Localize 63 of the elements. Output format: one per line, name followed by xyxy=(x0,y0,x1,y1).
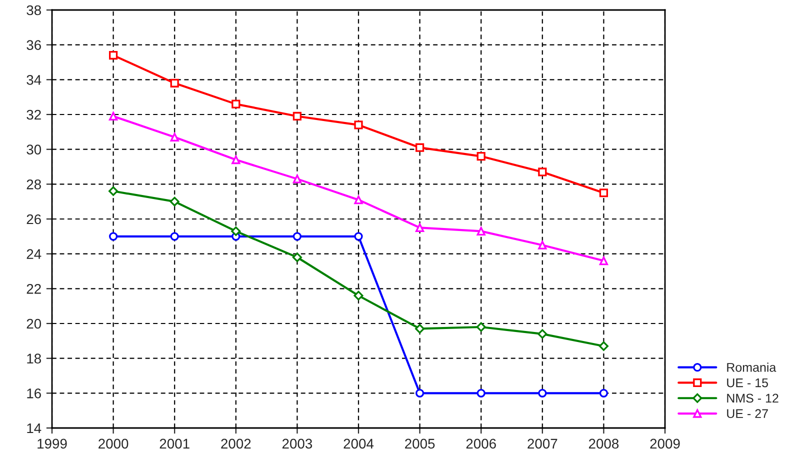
point xyxy=(476,322,486,332)
x-tick-label: 2006 xyxy=(466,438,496,449)
point xyxy=(108,112,118,121)
legend-label: Romania xyxy=(727,362,776,372)
point xyxy=(599,256,608,266)
point xyxy=(538,388,547,398)
y-tick-label: 22 xyxy=(26,284,41,294)
y-tick-label: 28 xyxy=(26,180,41,190)
y-tick-label: 30 xyxy=(26,144,42,155)
point xyxy=(231,226,241,236)
x-tick-label: 2003 xyxy=(282,438,312,449)
point xyxy=(354,196,363,204)
x-tick-label: 2004 xyxy=(344,438,374,449)
point xyxy=(292,174,302,184)
y-tick-label: 16 xyxy=(27,388,41,398)
x-tick-label: 2007 xyxy=(528,438,558,449)
point xyxy=(232,100,240,108)
legend-label: UE - 15 xyxy=(727,378,768,388)
y-tick-label: 34 xyxy=(26,75,42,85)
y-tick-label: 38 xyxy=(26,5,41,16)
legend-label: NMS - 12 xyxy=(727,394,778,403)
point xyxy=(538,168,547,176)
y-tick-label: 24 xyxy=(26,249,42,259)
y-tick-label: 36 xyxy=(26,40,41,50)
point xyxy=(170,132,179,142)
point xyxy=(476,226,486,236)
point xyxy=(292,232,302,241)
x-tick-label: 2005 xyxy=(405,438,435,449)
point xyxy=(415,324,425,334)
point xyxy=(108,50,118,60)
point xyxy=(476,388,486,398)
point xyxy=(354,232,363,241)
point xyxy=(292,252,302,262)
point xyxy=(599,188,608,198)
point xyxy=(292,112,302,121)
point xyxy=(476,152,486,161)
point xyxy=(538,329,548,339)
x-tick-label: 1999 xyxy=(38,438,67,449)
point xyxy=(170,196,180,206)
point xyxy=(415,388,424,398)
point xyxy=(599,388,608,398)
point xyxy=(170,78,179,88)
legend-label: UE - 27 xyxy=(727,409,768,418)
point xyxy=(108,232,118,241)
point xyxy=(415,143,424,152)
point xyxy=(598,341,608,351)
y-tick-label: 32 xyxy=(26,110,41,120)
point xyxy=(108,186,118,196)
y-tick-label: 14 xyxy=(27,423,42,434)
y-tick-label: 20 xyxy=(26,318,42,329)
point xyxy=(415,223,424,232)
x-tick-label: 2000 xyxy=(98,438,128,449)
x-tick-label: 2009 xyxy=(650,438,680,449)
y-tick-label: 18 xyxy=(27,354,41,364)
point xyxy=(232,155,240,164)
point xyxy=(538,240,547,250)
y-tick-label: 26 xyxy=(26,214,41,224)
x-tick-label: 2001 xyxy=(160,438,190,449)
point xyxy=(170,232,179,241)
point xyxy=(354,290,364,300)
x-tick-label: 2002 xyxy=(221,438,251,449)
point xyxy=(354,120,363,130)
x-tick-label: 2008 xyxy=(588,438,619,449)
